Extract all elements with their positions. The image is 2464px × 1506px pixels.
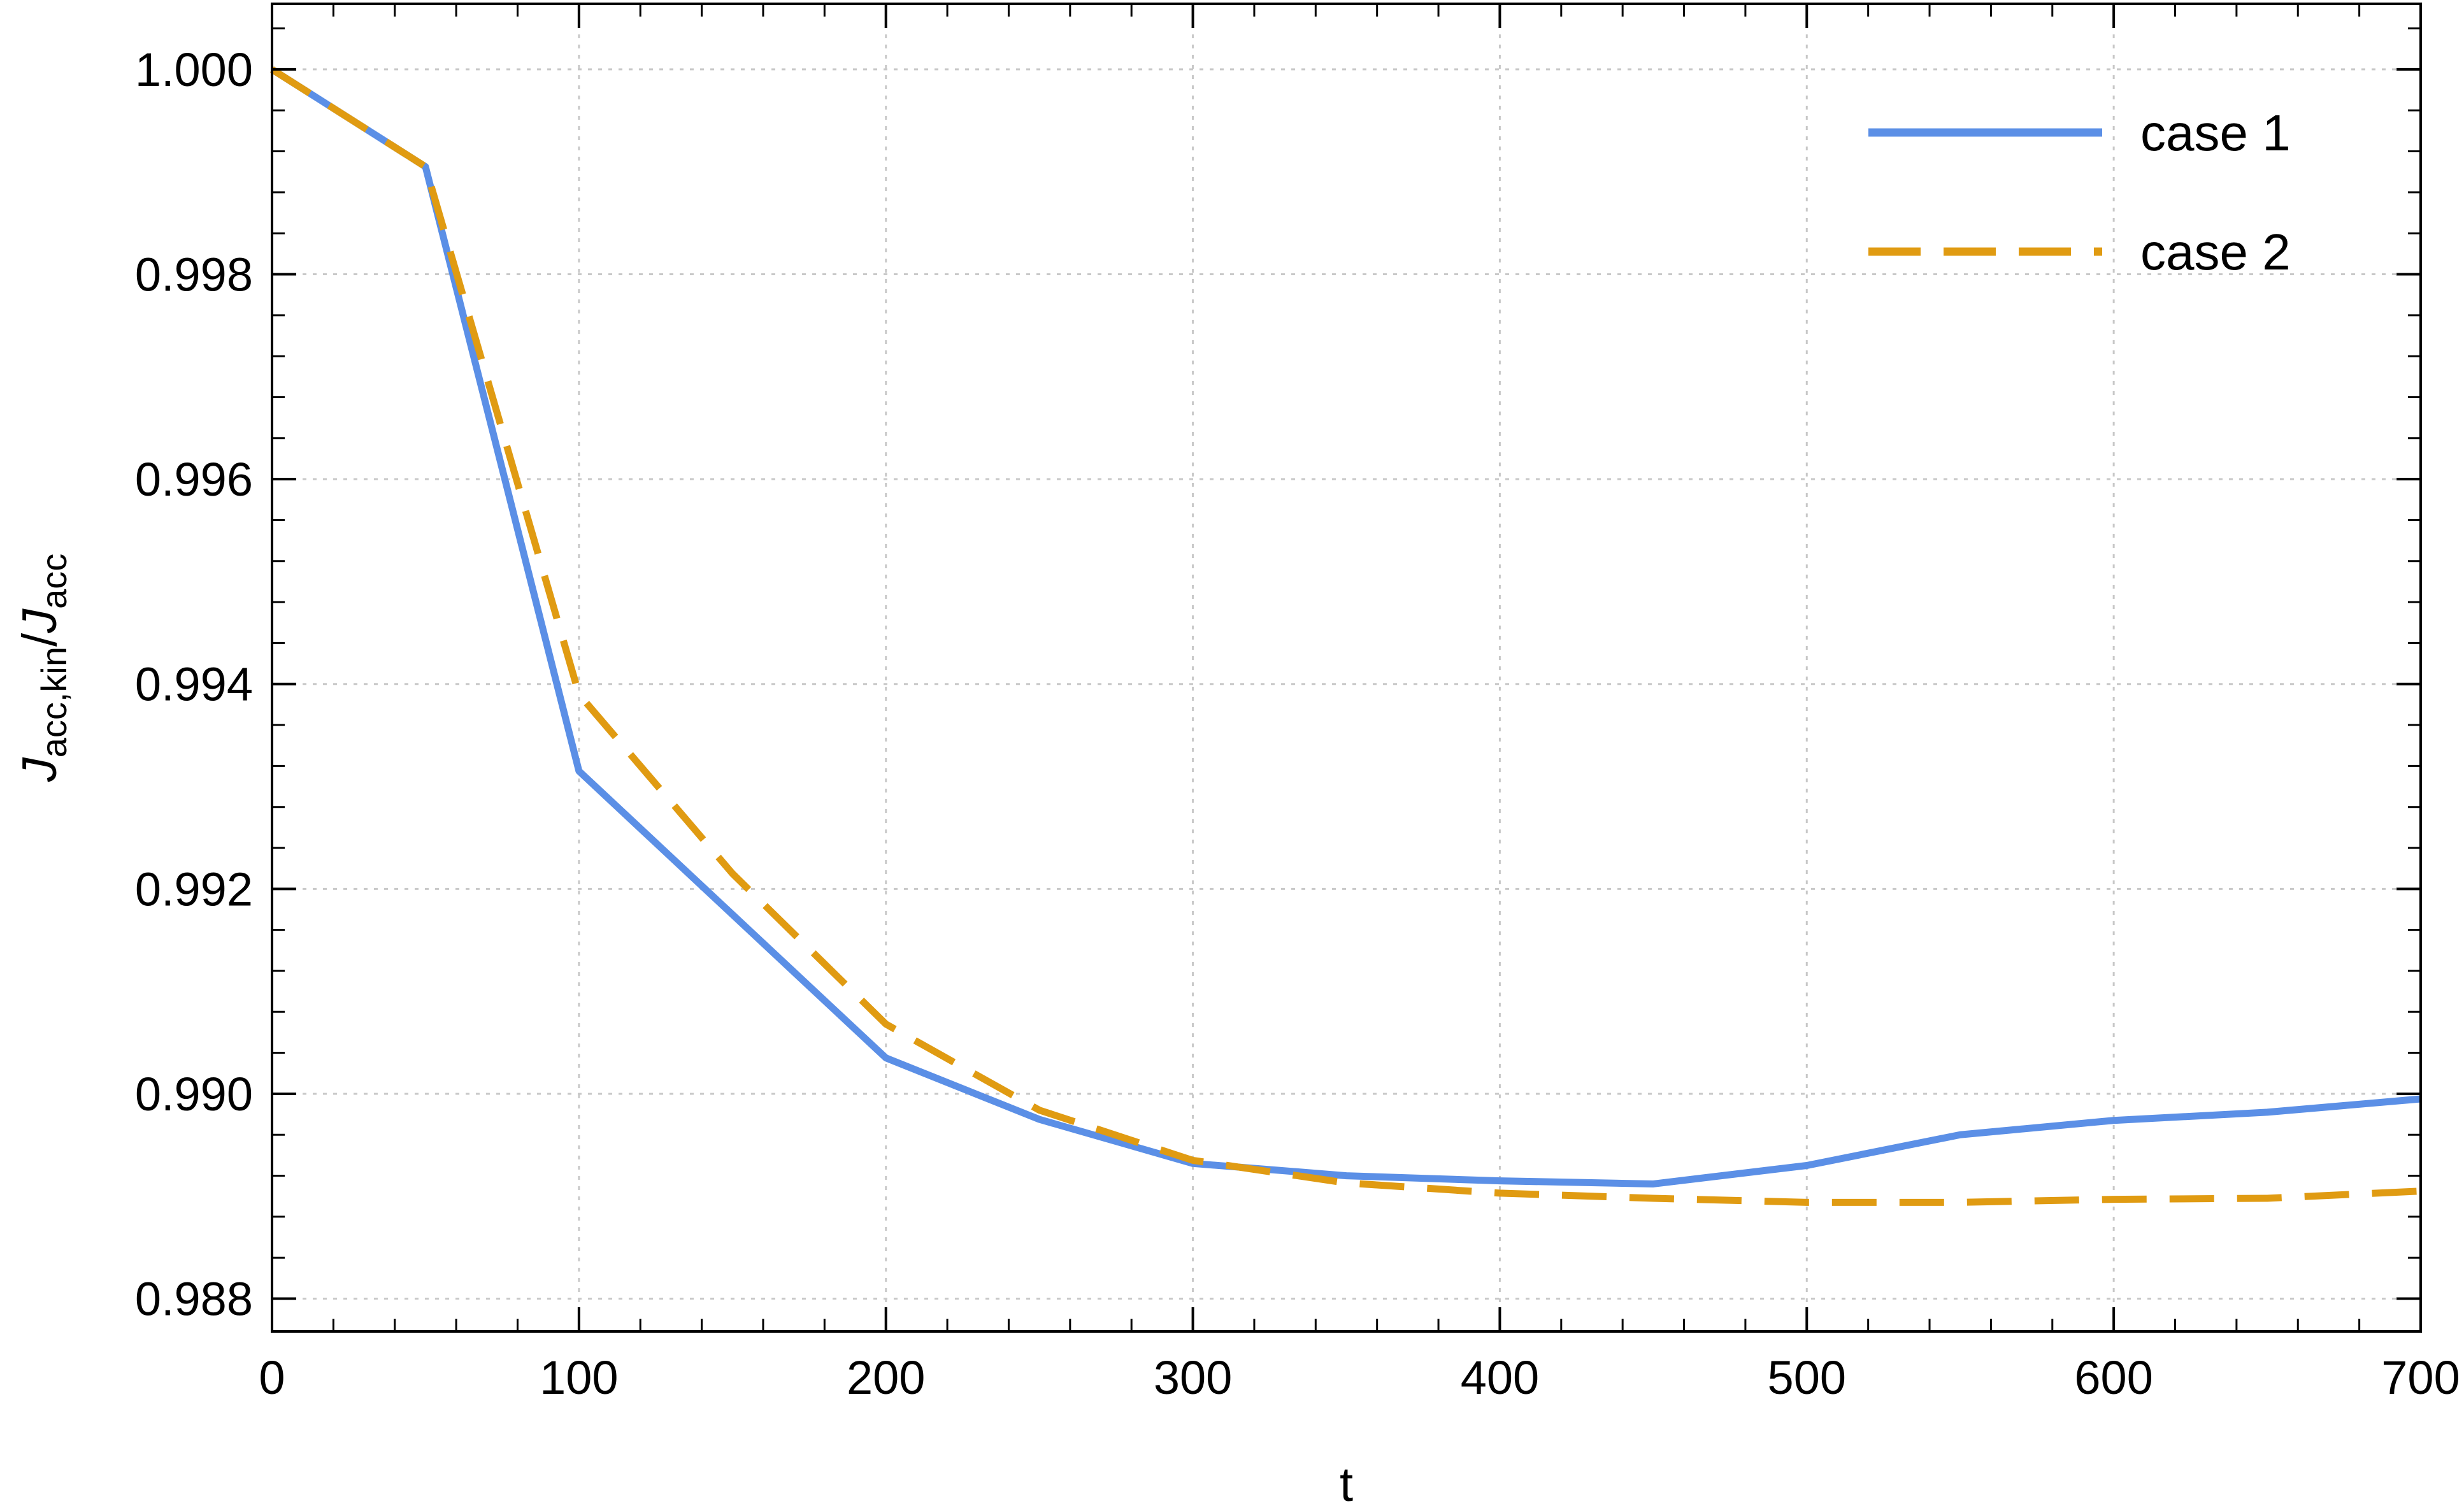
x-tick-label: 200 [847, 1351, 925, 1404]
x-tick-label: 300 [1154, 1351, 1232, 1404]
y-tick-label: 0.992 [135, 863, 253, 915]
series-line-case-1 [270, 66, 2421, 1187]
axis-ticks [271, 4, 2422, 1331]
legend: case 1 case 2 [1868, 104, 2291, 280]
x-tick-label: 100 [540, 1351, 618, 1404]
series-line-case-2 [270, 66, 2421, 1206]
y-tick-label: 0.994 [135, 658, 253, 711]
x-tick-label: 500 [1768, 1351, 1846, 1404]
legend-label-case-2: case 2 [2140, 224, 2291, 280]
y-axis-title-main2: J [13, 608, 67, 634]
y-tick-label: 0.996 [135, 453, 253, 506]
plot-frame [271, 3, 2422, 1333]
y-axis-title-main: J [13, 757, 67, 782]
legend-label-case-1: case 1 [2140, 104, 2291, 161]
x-tick-label: 600 [2074, 1351, 2152, 1404]
y-axis-title-sub1: acc,kin [34, 647, 74, 757]
y-tick-label: 0.988 [135, 1273, 253, 1326]
y-axis-title-slash: / [13, 633, 67, 647]
y-tick-label: 0.990 [135, 1068, 253, 1121]
y-tick-label: 1.000 [135, 43, 253, 96]
series-lines [270, 66, 2421, 1206]
x-tick-label: 400 [1461, 1351, 1539, 1404]
x-tick-label: 0 [259, 1351, 285, 1404]
tick-labels: 0 100 200 300 400 500 600 700 0.988 0.990 0.992 0.9… [135, 43, 2460, 1404]
y-tick-label: 0.998 [135, 248, 253, 301]
y-axis-title-sub2: acc [34, 554, 74, 609]
x-tick-label: 700 [2381, 1351, 2460, 1404]
grid-lines [272, 4, 2421, 1331]
y-axis-title: Jacc,kin/Jacc [13, 554, 74, 783]
x-axis-title: t [1340, 1458, 1353, 1506]
